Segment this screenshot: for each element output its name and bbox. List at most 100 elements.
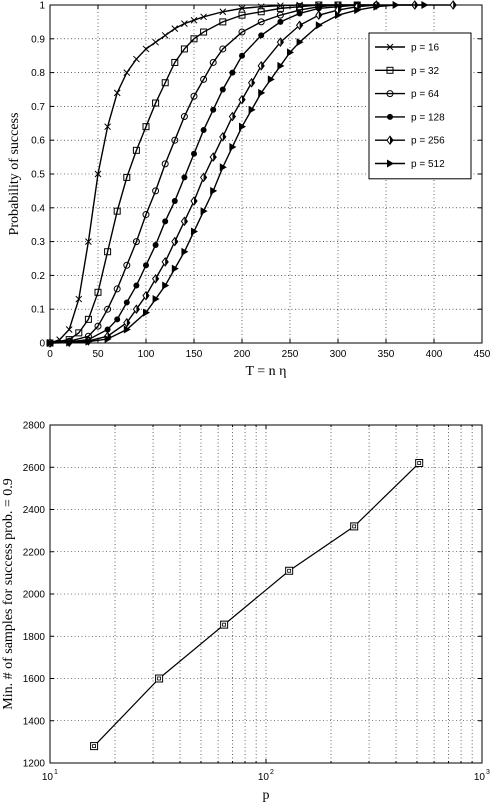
legend-label: p = 512 — [411, 159, 445, 170]
top-data-point — [373, 2, 381, 11]
top-data-point — [171, 136, 179, 144]
bottom-y-tick-label: 2200 — [23, 547, 46, 558]
legend-marker — [386, 43, 394, 51]
top-series-line — [49, 4, 338, 344]
legend-box — [368, 32, 472, 180]
top-data-point — [200, 127, 207, 134]
top-data-point — [238, 5, 246, 12]
top-data-point — [276, 4, 284, 12]
top-data-point — [161, 32, 169, 39]
bottom-y-tick-label: 2800 — [23, 421, 46, 432]
tick-base: 10 — [258, 772, 270, 783]
top-data-point — [247, 77, 256, 88]
bottom-series — [90, 459, 424, 751]
top-data-point — [114, 316, 121, 323]
top-data-point — [209, 152, 217, 162]
tick-exponent: 3 — [486, 769, 490, 776]
top-data-point — [181, 247, 189, 256]
legend-marker — [386, 66, 394, 74]
top-chart: 0 50 100 150 200 250 300 350 400 450 0 0.1 0.2 0.3 0.4… — [7, 0, 491, 379]
bottom-series — [90, 459, 424, 751]
top-data-point — [190, 16, 198, 24]
tick-exponent: 2 — [270, 769, 274, 776]
legend-marker — [387, 113, 393, 120]
top-data-point — [152, 38, 159, 46]
top-y-tick-label: 0.1 — [31, 305, 45, 316]
top-data-point — [190, 92, 198, 100]
top-data-point — [143, 308, 150, 317]
top-series — [46, 0, 457, 348]
bottom-y-tick-label: 2400 — [23, 505, 46, 516]
legend-entry: p = 16 — [375, 43, 440, 54]
legend-label: p = 32 — [411, 66, 440, 77]
top-data-point — [180, 113, 188, 121]
top-y-tick-label: 0.5 — [31, 170, 45, 181]
top-x-tick-label: 300 — [330, 349, 347, 360]
top-data-point — [209, 58, 217, 66]
top-data-point — [142, 123, 150, 131]
top-data-point — [219, 18, 227, 26]
top-data-point — [200, 75, 208, 83]
top-x-tick-label: 450 — [474, 349, 491, 360]
top-data-point — [84, 315, 92, 323]
top-x-axis-label: T = n η — [245, 364, 286, 379]
top-x-tick-label: 100 — [138, 349, 155, 360]
top-y-tick-label: 0.9 — [31, 34, 45, 45]
top-data-point — [94, 322, 102, 330]
legend-entry: p = 128 — [375, 112, 445, 123]
top-data-point — [229, 69, 236, 76]
top-data-point — [295, 20, 304, 31]
top-data-point — [219, 8, 227, 16]
top-data-point — [287, 48, 294, 57]
top-y-tick-label: 0.7 — [31, 102, 45, 113]
top-data-point — [180, 45, 188, 53]
top-series-p-512 — [47, 1, 429, 347]
bottom-y-tick-label: 1200 — [23, 759, 46, 770]
top-data-point — [335, 11, 342, 20]
top-y-axis-label: Probability of success — [7, 113, 22, 236]
top-data-point — [133, 282, 140, 289]
top-data-point — [162, 281, 170, 290]
top-data-point — [161, 257, 169, 267]
legend-label: p = 128 — [411, 112, 445, 123]
top-data-point — [123, 299, 130, 306]
top-data-point — [219, 131, 227, 142]
legend-entry: p = 64 — [375, 89, 440, 100]
bottom-data-point — [90, 742, 99, 751]
top-data-point — [258, 88, 266, 97]
top-data-point — [162, 218, 169, 225]
tick-base: 10 — [42, 772, 54, 783]
top-data-point — [132, 304, 141, 315]
top-data-point — [94, 170, 102, 178]
top-x-tick-label: 350 — [378, 349, 395, 360]
top-data-point — [449, 0, 457, 10]
top-data-point — [181, 20, 188, 27]
top-data-point — [277, 18, 284, 25]
top-data-point — [104, 123, 111, 131]
top-data-point — [181, 174, 188, 181]
top-data-point — [354, 6, 362, 15]
top-data-point — [276, 37, 285, 48]
top-y-tick-label: 0.2 — [31, 271, 45, 282]
top-data-point — [85, 238, 92, 245]
top-data-point — [75, 329, 83, 337]
legend-label: p = 16 — [411, 43, 440, 54]
legend-marker — [386, 135, 394, 146]
bottom-data-point — [350, 522, 359, 531]
top-data-point — [238, 94, 246, 105]
top-data-point — [171, 264, 179, 273]
top-series-line — [49, 4, 377, 344]
top-data-point — [296, 10, 303, 17]
top-ticks: 0 50 100 150 200 250 300 350 400 450 0 0.1 0.2 0.3 0.4… — [31, 1, 491, 361]
top-data-point — [171, 236, 179, 247]
top-data-point — [392, 1, 400, 9]
top-y-tick-label: 0.8 — [31, 68, 45, 79]
top-data-point — [142, 45, 150, 53]
top-data-point — [238, 28, 246, 36]
top-legend: p = 16 p = 32 p = 64 p = 128 p = 256 p = 512 — [368, 32, 472, 180]
top-data-point — [142, 211, 150, 219]
top-data-point — [85, 337, 93, 346]
top-data-point — [143, 262, 149, 269]
top-data-point — [228, 111, 237, 122]
top-data-point — [248, 105, 256, 114]
